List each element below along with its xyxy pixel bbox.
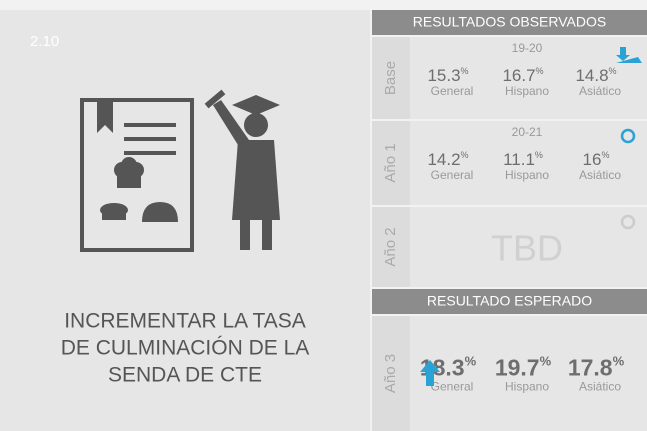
percent-sign: % — [609, 66, 617, 76]
percent-sign: % — [465, 354, 477, 369]
percent-sign: % — [461, 150, 469, 160]
stat-number: 16 — [583, 150, 602, 169]
section-title: RESULTADOS OBSERVADOS — [413, 14, 606, 30]
percent-sign: % — [535, 150, 543, 160]
stat-group: Hispano — [505, 380, 549, 394]
stat-group: General — [431, 380, 474, 394]
stat-number: 19.7 — [495, 355, 540, 381]
stat-group: General — [431, 84, 474, 98]
stat-group: Asiático — [579, 84, 621, 98]
year: 20-21 — [512, 125, 543, 139]
infographic: 2.10 INCREMENTAR LA TASA DE CULMINACIÓN D… — [0, 0, 647, 431]
badge: 2.10 — [30, 33, 59, 50]
year: 19-20 — [512, 41, 543, 55]
percent-sign: % — [540, 354, 552, 369]
row-label: Año 1 — [382, 143, 399, 182]
status: TBD — [491, 228, 563, 269]
section-title: RESULTADO ESPERADO — [427, 293, 592, 309]
stat-number: 11.1 — [503, 150, 535, 169]
goal-line: INCREMENTAR LA TASA — [64, 310, 306, 333]
stat-number: 14.2 — [427, 150, 460, 169]
row-label: Base — [382, 61, 399, 95]
stat-number: 14.8 — [575, 66, 608, 85]
percent-sign: % — [536, 66, 544, 76]
row-label: Año 3 — [382, 354, 399, 393]
goal-line: DE CULMINACIÓN DE LA — [61, 337, 310, 360]
stat-group: Asiático — [579, 380, 621, 394]
stat-number: 15.3 — [427, 66, 460, 85]
goal-line: SENDA DE CTE — [108, 364, 262, 387]
percent-sign: % — [601, 150, 609, 160]
percent-sign: % — [613, 354, 625, 369]
stat-number: 17.8 — [568, 355, 613, 381]
stat-group: Hispano — [505, 84, 549, 98]
stat-group: Hispano — [505, 168, 549, 182]
row-label: Año 2 — [382, 227, 399, 266]
percent-sign: % — [461, 66, 469, 76]
stat-group: General — [431, 168, 474, 182]
stat-group: Asiático — [579, 168, 621, 182]
stat-number: 16.7 — [502, 66, 535, 85]
